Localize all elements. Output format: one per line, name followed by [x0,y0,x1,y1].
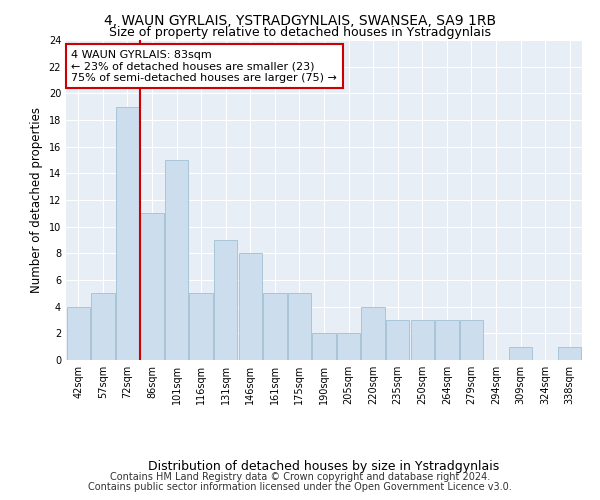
Bar [67,306,90,360]
Text: 4 WAUN GYRLAIS: 83sqm
← 23% of detached houses are smaller (23)
75% of semi-deta: 4 WAUN GYRLAIS: 83sqm ← 23% of detached … [71,50,337,83]
Bar [91,294,115,360]
Bar [337,334,360,360]
Text: Contains public sector information licensed under the Open Government Licence v3: Contains public sector information licen… [88,482,512,492]
Text: Size of property relative to detached houses in Ystradgynlais: Size of property relative to detached ho… [109,26,491,39]
Bar [509,346,532,360]
X-axis label: Distribution of detached houses by size in Ystradgynlais: Distribution of detached houses by size … [148,460,500,473]
Y-axis label: Number of detached properties: Number of detached properties [30,107,43,293]
Bar [410,320,434,360]
Text: Contains HM Land Registry data © Crown copyright and database right 2024.: Contains HM Land Registry data © Crown c… [110,472,490,482]
Bar [214,240,238,360]
Bar [288,294,311,360]
Bar [140,214,164,360]
Bar [435,320,458,360]
Bar [386,320,409,360]
Bar [239,254,262,360]
Bar [361,306,385,360]
Bar [558,346,581,360]
Bar [116,106,139,360]
Bar [190,294,213,360]
Bar [313,334,335,360]
Bar [165,160,188,360]
Bar [460,320,483,360]
Text: 4, WAUN GYRLAIS, YSTRADGYNLAIS, SWANSEA, SA9 1RB: 4, WAUN GYRLAIS, YSTRADGYNLAIS, SWANSEA,… [104,14,496,28]
Bar [263,294,287,360]
